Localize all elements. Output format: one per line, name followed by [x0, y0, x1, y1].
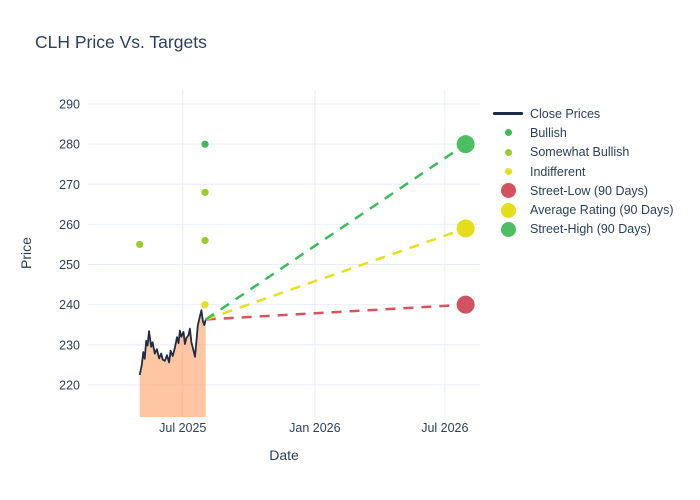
y-tick-label: 270: [59, 178, 80, 192]
legend-label: Indifferent: [530, 164, 586, 179]
legend-dot-icon: [493, 129, 523, 137]
legend-label: Street-Low (90 Days): [530, 183, 649, 198]
bullish-point[interactable]: [201, 140, 209, 148]
somewhat-bullish-point[interactable]: [136, 240, 144, 249]
x-tick-label: Jul 2025: [159, 421, 206, 435]
legend-item-somewhat-bullish[interactable]: Somewhat Bullish: [493, 143, 674, 162]
legend-dot-icon: [493, 148, 523, 156]
legend-marker: [500, 183, 516, 199]
average-rating-90-days-trend-line: [205, 227, 467, 321]
legend-marker: [500, 221, 516, 237]
legend-marker: [500, 202, 516, 218]
legend-line-swatch-icon: [493, 112, 523, 115]
legend-marker: [493, 112, 523, 115]
legend-item-bullish[interactable]: Bullish: [493, 123, 674, 142]
y-axis-title: Price: [18, 237, 34, 269]
legend-label: Close Prices: [530, 106, 601, 121]
y-tick-label: 260: [59, 218, 80, 232]
legend-marker: [504, 148, 512, 156]
somewhat-bullish-point[interactable]: [201, 188, 209, 196]
somewhat-bullish-point[interactable]: [201, 236, 209, 245]
legend-item-average-rating-90-days[interactable]: Average Rating (90 Days): [493, 200, 674, 219]
x-axis-title: Date: [269, 447, 299, 463]
y-tick-label: 240: [59, 298, 80, 312]
close-price-line[interactable]: [138, 309, 207, 376]
legend-label: Street-High (90 Days): [530, 222, 651, 237]
x-tick-label: Jul 2026: [421, 421, 468, 435]
average-rating-90-days-marker[interactable]: [456, 219, 475, 238]
street-low-90-days-marker[interactable]: [456, 295, 475, 314]
legend-dot-icon: [493, 221, 523, 237]
street-high-90-days-trend-line: [205, 143, 467, 321]
y-tick-label: 250: [59, 258, 80, 272]
legend-item-street-low-90-days[interactable]: Street-Low (90 Days): [493, 181, 674, 200]
legend-dot-icon: [493, 202, 523, 218]
x-tick-label: Jan 2026: [289, 421, 340, 435]
legend-marker: [504, 129, 512, 137]
street-high-90-days-marker[interactable]: [456, 135, 475, 154]
y-tick-label: 290: [59, 98, 80, 112]
legend-item-close-prices[interactable]: Close Prices: [493, 104, 674, 123]
legend-dot-icon: [493, 168, 523, 176]
legend-dot-icon: [493, 183, 523, 199]
legend-label: Somewhat Bullish: [530, 145, 630, 160]
legend: Close Prices Bullish Somewhat Bullish Indif…: [493, 104, 674, 239]
indifferent-point[interactable]: [201, 301, 209, 309]
y-tick-label: 220: [59, 378, 80, 392]
y-tick-label: 280: [59, 138, 80, 152]
chart-title: CLH Price Vs. Targets: [35, 32, 207, 52]
legend-item-indifferent[interactable]: Indifferent: [493, 162, 674, 181]
y-tick-label: 230: [59, 338, 80, 352]
legend-label: Bullish: [530, 125, 567, 140]
close-price-area: [139, 310, 206, 417]
legend-marker: [504, 168, 512, 176]
legend-label: Average Rating (90 Days): [530, 203, 674, 218]
street-low-90-days-trend-line: [205, 303, 466, 321]
legend-item-street-high-90-days[interactable]: Street-High (90 Days): [493, 220, 674, 239]
